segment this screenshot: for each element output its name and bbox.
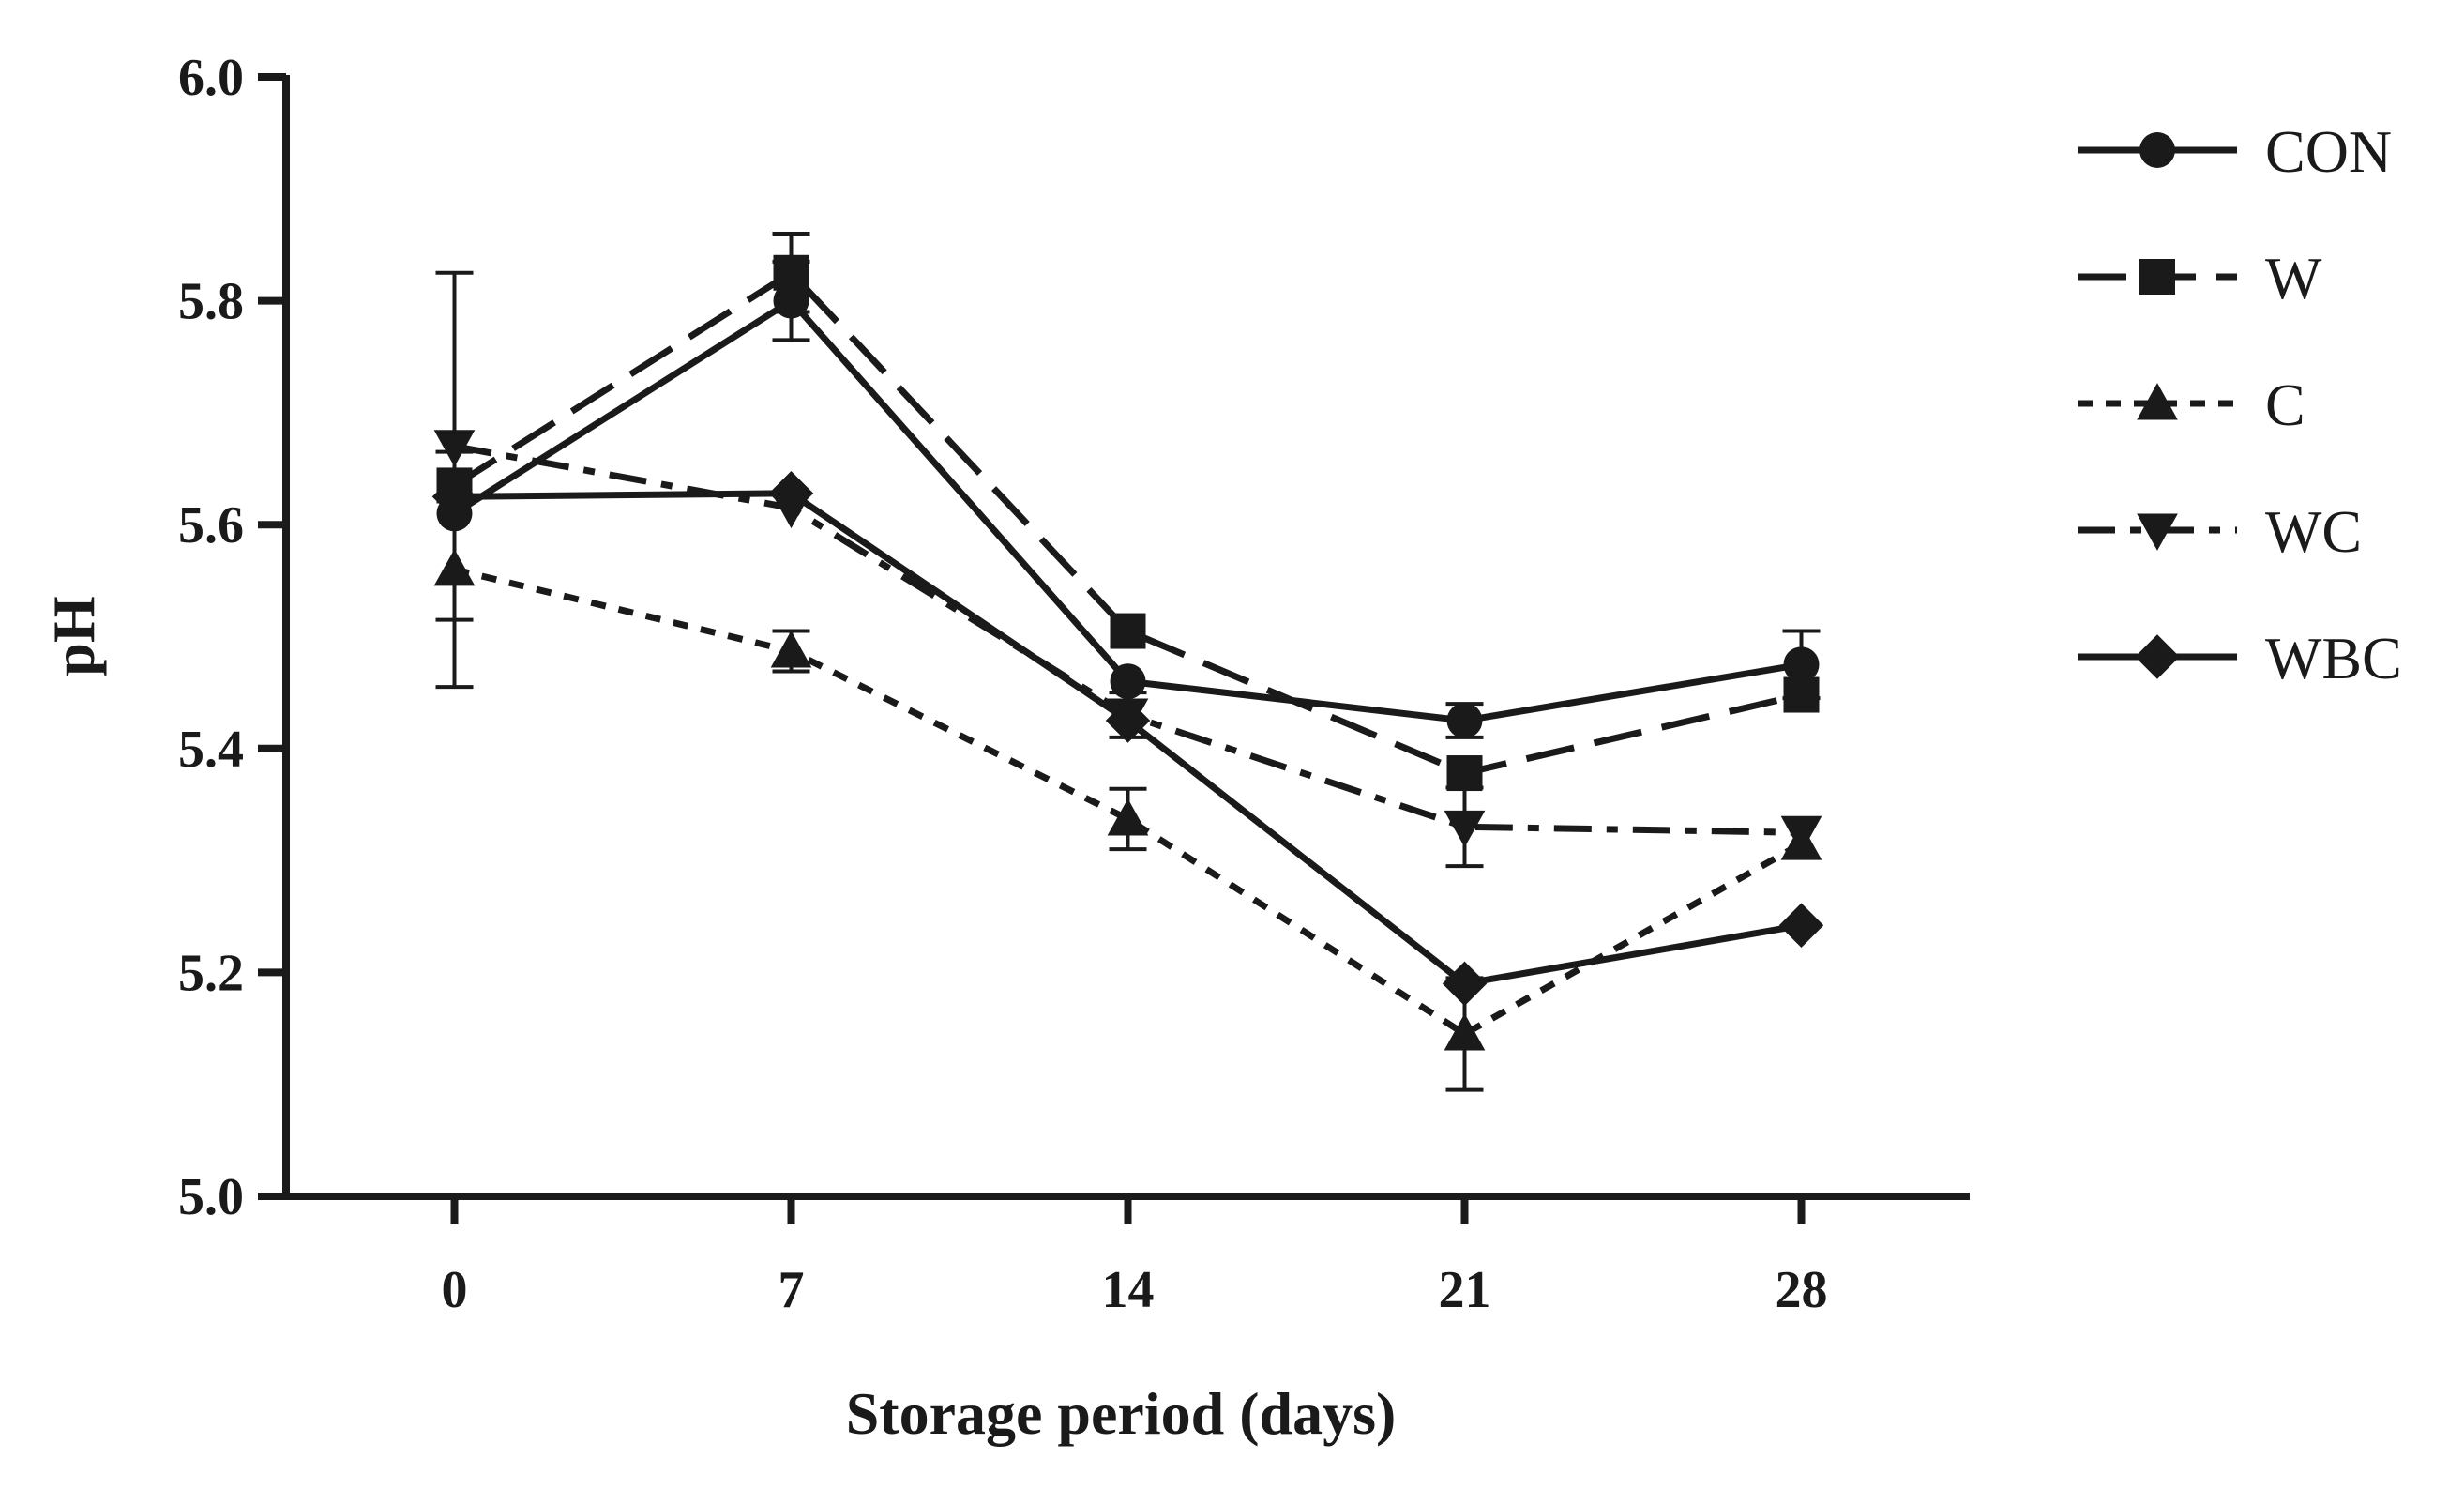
data-point-c	[1107, 798, 1149, 836]
data-point-con	[1110, 663, 1146, 700]
legend-marker-wbc	[2135, 634, 2180, 679]
x-tick-label: 0	[442, 1261, 468, 1319]
data-point-w	[1783, 676, 1820, 713]
series-w	[436, 232, 1820, 792]
data-point-wc	[1780, 815, 1822, 854]
series-wbc	[431, 471, 1824, 1007]
data-point-c	[1444, 1013, 1486, 1051]
y-tick-label: 5.2	[178, 944, 244, 1002]
series-line-con	[452, 297, 1803, 724]
y-tick-label: 5.6	[178, 496, 244, 555]
series-group	[431, 232, 1824, 1092]
legend-item-wc: WC	[2078, 498, 2362, 565]
legend-marker-c	[2137, 383, 2178, 420]
legend-label-c: C	[2265, 372, 2305, 438]
data-point-wbc	[1442, 961, 1488, 1007]
data-point-con	[1783, 646, 1820, 683]
data-point-wbc	[1105, 698, 1151, 743]
x-tick-label: 21	[1439, 1261, 1491, 1319]
series-wc	[433, 270, 1822, 869]
data-point-wc	[1444, 810, 1486, 848]
series-con	[436, 259, 1821, 739]
y-tick-label: 5.4	[178, 721, 244, 779]
legend-label-w: W	[2265, 245, 2322, 311]
x-tick-label: 28	[1776, 1261, 1828, 1319]
y-tick-label: 6.0	[178, 49, 244, 107]
data-point-wbc	[768, 471, 814, 516]
data-point-w	[1110, 613, 1146, 649]
legend-item-wbc: WBC	[2078, 625, 2402, 691]
legend-marker-w	[2139, 259, 2175, 295]
legend-label-con: CON	[2265, 118, 2392, 185]
legend-marker-wc	[2137, 513, 2178, 551]
data-point-w	[773, 254, 809, 291]
x-tick-label: 7	[779, 1261, 805, 1319]
data-point-c	[770, 631, 812, 668]
axes-group: 5.0 5.2 5.4 5.6 5.8 6.0 0 7 14 21 28	[178, 49, 1970, 1319]
data-point-wbc	[1778, 903, 1824, 949]
legend-item-con: CON	[2078, 118, 2392, 185]
y-tick-label: 5.8	[178, 273, 244, 331]
data-point-con	[1446, 702, 1483, 738]
y-tick-label: 5.0	[178, 1168, 244, 1226]
series-line-c	[453, 566, 1804, 1038]
legend-label-wc: WC	[2265, 498, 2362, 565]
legend-item-w: W	[2078, 245, 2322, 311]
y-axis-title: pH	[40, 596, 107, 676]
x-axis-title: Storage period (days)	[846, 1380, 1397, 1447]
legend-marker-con	[2139, 132, 2175, 168]
data-point-wc	[433, 430, 476, 467]
legend: CON WC WC WBC	[2078, 118, 2402, 691]
legend-item-c: C	[2078, 372, 2305, 438]
series-c	[433, 449, 1822, 1092]
legend-label-wbc: WBC	[2265, 625, 2402, 691]
data-point-wbc	[431, 474, 477, 520]
x-tick-label: 14	[1102, 1261, 1155, 1319]
data-point-w	[1446, 755, 1483, 792]
